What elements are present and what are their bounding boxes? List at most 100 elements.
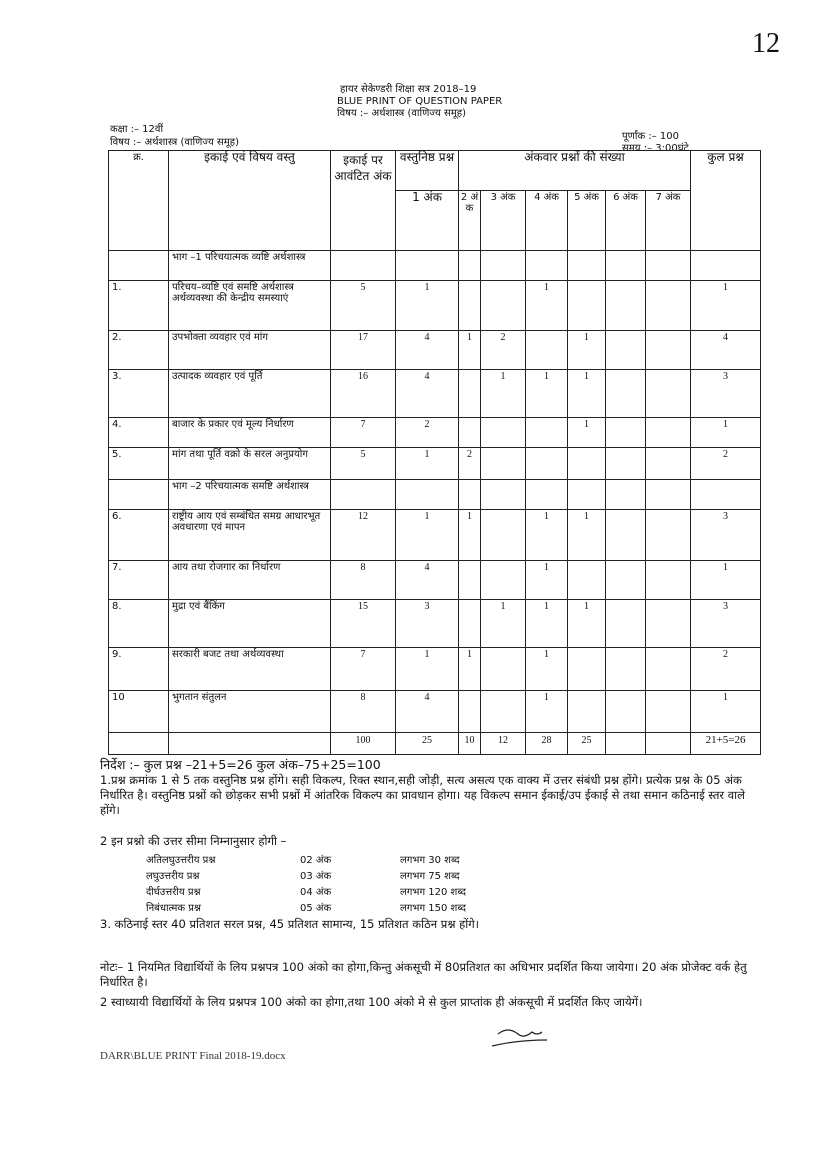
row-unit: भुगतान संतुलन [168,690,331,733]
header-session: हायर सेकेण्डरी शिक्षा सत्र 2018–19 [340,84,477,95]
cell-marks: 15 [330,599,396,648]
table-row: 2. उपभोक्ता व्यवहार एवं मांग 17 4 1 2 1 4 [108,330,762,370]
limit-type: निबंधात्मक प्रश्न [146,903,201,914]
cell-m4: 1 [525,369,568,418]
row-unit: उत्पादक व्यवहार एवं पूर्ति [168,369,331,418]
cell-m2 [458,280,481,331]
header-objective-sub: 1 अंक [395,190,459,251]
cell-total: 2 [690,647,762,691]
cell-m6 [605,417,646,448]
empty-cell [458,479,481,510]
empty-cell [108,250,169,281]
header-blueprint: BLUE PRINT OF QUESTION PAPER [337,96,503,107]
blueprint-table: क्र. इकाई एवं विषय वस्तु इकाई पर आवंटित … [108,150,762,755]
row-number: 3. [108,369,169,418]
totals-row: 100 25 10 12 28 25 21+5=26 [108,732,762,755]
cell-m6 [605,330,646,370]
cell-m3: 1 [480,599,526,648]
limit-type: अतिलघुउत्तरीय प्रश्न [146,855,216,866]
cell-total: 2 [690,447,762,480]
row-number: 6. [108,509,169,561]
cell-obj: 4 [395,560,459,600]
cell-m4 [525,447,568,480]
cell-marks: 5 [330,280,396,331]
total-m5: 25 [567,732,606,755]
cell-m6 [605,647,646,691]
row-number: 1. [108,280,169,331]
cell-m5 [567,647,606,691]
limit-words: लगभग 150 शब्द [400,903,466,914]
cell-obj: 2 [395,417,459,448]
table-row: 4. बाजार के प्रकार एवं मूल्य निर्धारण 7 2 1 1 [108,417,762,448]
cell-m3 [480,509,526,561]
table-row: 7. आय तथा रोजगार का निर्धारण 8 4 1 1 [108,560,762,600]
limit-type: लघुउत्तरीय प्रश्न [146,871,200,882]
cell-total: 1 [690,690,762,733]
cell-m5: 1 [567,330,606,370]
row-number: 8. [108,599,169,648]
max-marks: पूर्णांक :– 100 [622,131,679,142]
row-unit: मुद्रा एवं बैंकिंग [168,599,331,648]
cell-m4 [525,330,568,370]
row-number: 4. [108,417,169,448]
row-unit: आय तथा रोजगार का निर्धारण [168,560,331,600]
table-row: 5. मांग तथा पूर्ति वक्रो के सरल अनुप्रयोग… [108,447,762,480]
row-unit: सरकारी बजट तथा अर्थव्यवस्था [168,647,331,691]
total-m2: 10 [458,732,481,755]
cell-m4: 1 [525,280,568,331]
limit-words: लगभग 120 शब्द [400,887,466,898]
limit-words: लगभग 30 शब्द [400,855,460,866]
header-markwise: अंकवार प्रश्नों की संख्या [457,150,692,191]
cell-obj: 1 [395,447,459,480]
cell-total: 1 [690,280,762,331]
cell-m2: 1 [458,330,481,370]
table-row: 1. परिचय–व्यष्टि एवं समष्टि अर्थशास्त्र अ… [108,280,762,331]
empty-cell [644,479,692,510]
cell-m4 [525,417,568,448]
header-total: कुल प्रश्न [690,150,762,251]
cell-m7 [644,599,692,648]
row-number: 10 [108,690,169,733]
cell-total: 3 [690,369,762,418]
total-marks: 100 [330,732,396,755]
cell-m4: 1 [525,509,568,561]
cell-marks: 16 [330,369,396,418]
cell-m3 [480,690,526,733]
row-number: 9. [108,647,169,691]
cell-m3 [480,417,526,448]
cell-m4: 1 [525,560,568,600]
cell-m6 [605,560,646,600]
page-number-handwritten: 12 [752,28,780,59]
cell-m3 [480,280,526,331]
empty-cell [395,479,459,510]
total-m4: 28 [525,732,568,755]
cell-m2: 1 [458,647,481,691]
cell-m4: 1 [525,647,568,691]
total-total: 21+5=26 [690,732,762,755]
cell-m4: 1 [525,690,568,733]
header-unit: इकाई एवं विषय वस्तु [168,150,331,251]
cell-total: 1 [690,560,762,600]
cell-m7 [644,280,692,331]
header-marks: इकाई पर आवंटित अंक [330,150,396,251]
table-row: 8. मुद्रा एवं बैंकिंग 15 3 1 1 1 3 [108,599,762,648]
empty-cell [108,479,169,510]
cell-obj: 4 [395,330,459,370]
cell-total: 3 [690,599,762,648]
cell-m3: 2 [480,330,526,370]
cell-marks: 17 [330,330,396,370]
cell-m3 [480,647,526,691]
empty-cell [525,479,568,510]
header-mark-col: 6 अंक [605,190,646,251]
cell-m6 [605,369,646,418]
cell-marks: 8 [330,690,396,733]
cell-obj: 1 [395,280,459,331]
cell-m7 [644,369,692,418]
empty-cell [480,479,526,510]
cell-m2 [458,417,481,448]
cell-marks: 8 [330,560,396,600]
cell-m2 [458,690,481,733]
cell-m5: 1 [567,369,606,418]
empty-cell [108,732,169,755]
cell-m7 [644,560,692,600]
